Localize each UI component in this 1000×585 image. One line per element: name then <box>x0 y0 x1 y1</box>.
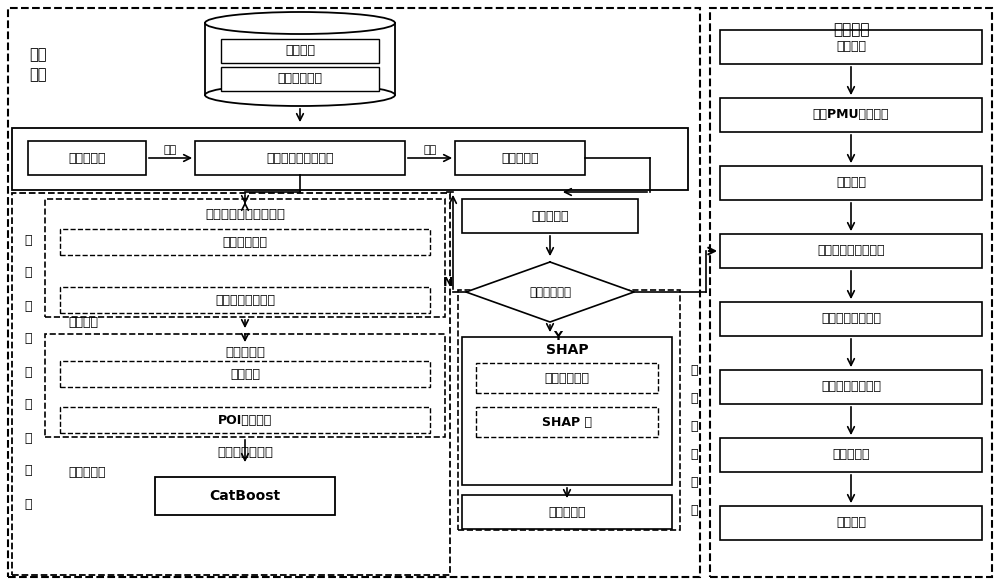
Text: 多加权评价指标: 多加权评价指标 <box>217 446 273 459</box>
Text: 贝叶斯优化: 贝叶斯优化 <box>225 346 265 360</box>
Bar <box>455 141 585 175</box>
Text: 评: 评 <box>24 366 32 378</box>
Text: 验证数据集: 验证数据集 <box>531 209 569 222</box>
Text: 子: 子 <box>690 448 698 460</box>
Text: 时域仿真数据: 时域仿真数据 <box>278 73 322 85</box>
Text: 暂: 暂 <box>24 233 32 246</box>
Bar <box>720 30 982 64</box>
Text: 暂态稳定评估子模型: 暂态稳定评估子模型 <box>817 245 885 257</box>
Text: 解: 解 <box>690 391 698 404</box>
Text: 故障监测: 故障监测 <box>836 40 866 53</box>
Text: 关键特征: 关键特征 <box>68 315 98 329</box>
Text: 在线应用: 在线应用 <box>833 22 869 37</box>
Bar <box>60 229 430 255</box>
Text: 特征重要程度: 特征重要程度 <box>222 236 268 249</box>
Text: 模: 模 <box>690 476 698 488</box>
Text: 型: 型 <box>24 497 32 511</box>
Bar <box>476 407 658 437</box>
Bar <box>710 8 992 577</box>
Text: 型: 型 <box>690 504 698 517</box>
Text: 离线: 离线 <box>29 47 47 63</box>
Bar <box>155 477 335 515</box>
Text: 测试: 测试 <box>423 145 437 155</box>
Text: N: N <box>443 276 453 288</box>
Bar <box>12 128 688 190</box>
Text: 高斯过程: 高斯过程 <box>230 367 260 380</box>
Text: 训练: 训练 <box>163 145 177 155</box>
Text: 控制决策: 控制决策 <box>836 517 866 529</box>
Bar <box>60 287 430 313</box>
Bar <box>462 495 672 529</box>
Polygon shape <box>466 262 634 322</box>
Text: 可: 可 <box>690 363 698 377</box>
Bar <box>45 334 445 437</box>
Bar <box>720 166 982 200</box>
Bar <box>720 506 982 540</box>
Text: 态: 态 <box>24 267 32 280</box>
Text: 暂态稳定状态预测: 暂态稳定状态预测 <box>821 312 881 325</box>
Text: 估: 估 <box>24 398 32 411</box>
Text: 最优超参数: 最优超参数 <box>68 466 106 480</box>
Text: 释: 释 <box>690 419 698 432</box>
Bar <box>60 407 430 433</box>
Text: 满足评估精度: 满足评估精度 <box>529 285 571 298</box>
Text: 训练: 训练 <box>29 67 47 82</box>
Text: 暂态失稳提前预警: 暂态失稳提前预警 <box>821 380 881 394</box>
Text: 获取PMU监测信息: 获取PMU监测信息 <box>813 108 889 122</box>
Text: 暂态稳定数据库: 暂态稳定数据库 <box>271 42 329 56</box>
Text: 子: 子 <box>24 432 32 445</box>
Text: 模: 模 <box>24 464 32 477</box>
Bar <box>462 337 672 485</box>
Bar <box>720 234 982 268</box>
Bar <box>60 361 430 387</box>
Text: 可解释分析: 可解释分析 <box>832 449 870 462</box>
Bar <box>205 23 395 95</box>
Bar <box>28 141 146 175</box>
Text: 关键特征数据自动选择: 关键特征数据自动选择 <box>205 208 285 222</box>
Text: Y: Y <box>554 329 562 342</box>
Text: 稳: 稳 <box>24 300 32 312</box>
Text: 关键特征: 关键特征 <box>836 177 866 190</box>
Bar <box>221 39 379 63</box>
Bar <box>221 67 379 91</box>
Text: 定: 定 <box>24 332 32 346</box>
Bar <box>458 290 680 530</box>
Bar <box>45 199 445 317</box>
Ellipse shape <box>205 84 395 106</box>
Text: 历史数据: 历史数据 <box>285 44 315 57</box>
Text: SHAP 值: SHAP 值 <box>542 415 592 428</box>
Bar <box>720 98 982 132</box>
Ellipse shape <box>205 12 395 34</box>
Text: 训练数据集: 训练数据集 <box>68 152 106 164</box>
Bar <box>720 370 982 404</box>
Text: 暂态稳定评估子模型: 暂态稳定评估子模型 <box>266 152 334 164</box>
Bar <box>8 8 700 577</box>
Text: 可解释分析: 可解释分析 <box>548 505 586 518</box>
Text: POI提取函数: POI提取函数 <box>218 414 272 426</box>
Bar <box>720 438 982 472</box>
Bar <box>12 193 450 575</box>
Text: 关键特征数据: 关键特征数据 <box>544 371 590 384</box>
Text: 关键特征选择阈值: 关键特征选择阈值 <box>215 294 275 307</box>
Bar <box>476 363 658 393</box>
Text: SHAP: SHAP <box>546 343 588 357</box>
Text: 验证数据集: 验证数据集 <box>501 152 539 164</box>
Text: CatBoost: CatBoost <box>209 489 281 503</box>
Bar <box>195 141 405 175</box>
Bar <box>462 199 638 233</box>
Bar <box>720 302 982 336</box>
